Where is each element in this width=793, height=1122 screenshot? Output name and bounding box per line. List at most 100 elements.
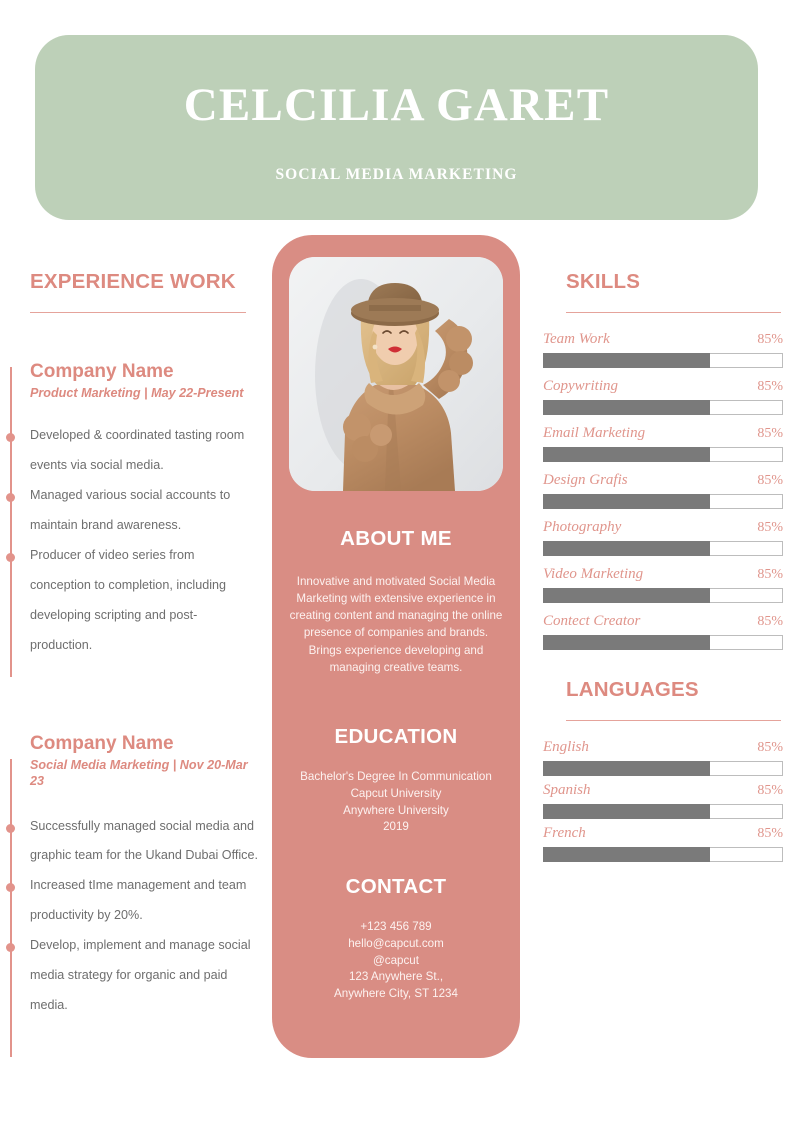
bullet-text: Develop, implement and manage social med… <box>30 938 251 1013</box>
skill-percent: 85% <box>757 567 783 582</box>
skill-progress-fill <box>543 494 710 509</box>
skills-list: Team Work 85% Copywriting 85% Email Mark… <box>543 331 793 650</box>
language-percent: 85% <box>757 783 783 798</box>
timeline-dot-icon <box>5 553 15 563</box>
contact-details: +123 456 789 hello@capcut.com @capcut 12… <box>272 919 520 1003</box>
language-row: Spanish 85% <box>543 782 793 819</box>
skill-row: Email Marketing 85% <box>543 425 793 462</box>
language-header: English 85% <box>543 739 783 756</box>
list-item: Successfully managed social media and gr… <box>5 812 258 872</box>
skill-progress-bar <box>543 353 783 368</box>
list-item: Producer of video series from conception… <box>5 541 258 661</box>
list-item: Increased tIme management and team produ… <box>5 871 258 931</box>
language-progress-bar <box>543 804 783 819</box>
contact-social-handle[interactable]: @capcut <box>373 953 419 967</box>
skill-progress-fill <box>543 588 710 603</box>
contact-email[interactable]: hello@capcut.com <box>348 936 444 950</box>
language-header: Spanish 85% <box>543 782 783 799</box>
bullet-text: Producer of video series from conception… <box>30 548 227 652</box>
avatar <box>289 257 503 491</box>
timeline-dot-icon <box>5 823 15 833</box>
company-role-dates: Product Marketing | May 22-Present <box>30 385 244 400</box>
skill-label: Team Work <box>543 331 610 347</box>
language-header: French 85% <box>543 825 783 842</box>
page-title: CELCILIA GARET <box>183 78 610 131</box>
experience-entry-header: Company Name Product Marketing | May 22-… <box>30 361 258 401</box>
skill-label: Video Marketing <box>543 566 644 582</box>
experience-bullets: Developed & coordinated tasting room eve… <box>5 421 258 661</box>
timeline-dot-icon <box>5 883 15 893</box>
timeline-line <box>10 758 12 1057</box>
skill-label: Email Marketing <box>543 425 646 441</box>
language-progress-fill <box>543 761 710 776</box>
experience-entry: Company Name Product Marketing | May 22-… <box>0 361 258 677</box>
skills-column: SKILLS Team Work 85% Copywriting 85% Ema… <box>543 270 793 868</box>
portrait-photo-icon <box>289 257 503 491</box>
skill-progress-fill <box>543 353 710 368</box>
skill-progress-bar <box>543 447 783 462</box>
education-title: EDUCATION <box>334 725 458 748</box>
experience-divider <box>30 312 246 313</box>
skill-row: Contect Creator 85% <box>543 613 793 650</box>
list-item: Developed & coordinated tasting room eve… <box>5 421 258 481</box>
skill-label: Design Grafis <box>543 472 628 488</box>
skill-header: Design Grafis 85% <box>543 472 783 489</box>
skill-progress-fill <box>543 541 710 556</box>
profile-card: ABOUT ME Innovative and motivated Social… <box>272 235 520 1058</box>
contact-title: CONTACT <box>345 875 447 898</box>
skill-label: Photography <box>543 519 622 535</box>
skill-progress-bar <box>543 541 783 556</box>
header-subtitle: SOCIAL MEDIA MARKETING <box>275 165 518 183</box>
skill-row: Copywriting 85% <box>543 378 793 415</box>
education-line: Anywhere University <box>343 803 449 817</box>
language-row: English 85% <box>543 739 793 776</box>
language-progress-bar <box>543 847 783 862</box>
contact-address-line-1: 123 Anywhere St., <box>348 970 444 984</box>
skill-header: Photography 85% <box>543 519 783 536</box>
language-percent: 85% <box>757 740 783 755</box>
languages-section-title: LANGUAGES <box>566 678 699 701</box>
skill-percent: 85% <box>757 379 783 394</box>
about-title: ABOUT ME <box>340 527 452 550</box>
bullet-text: Successfully managed social media and gr… <box>30 818 258 863</box>
language-label: English <box>543 739 589 755</box>
languages-list: English 85% Spanish 85% French 85% <box>543 739 793 862</box>
language-label: French <box>543 825 586 841</box>
about-text: Innovative and motivated Social Media Ma… <box>289 575 503 674</box>
skill-row: Design Grafis 85% <box>543 472 793 509</box>
bullet-text: Increased tIme management and team produ… <box>30 878 247 923</box>
skill-progress-fill <box>543 635 710 650</box>
skill-percent: 85% <box>757 332 783 347</box>
language-percent: 85% <box>757 826 783 841</box>
skill-progress-fill <box>543 400 710 415</box>
skill-row: Team Work 85% <box>543 331 793 368</box>
skill-percent: 85% <box>757 520 783 535</box>
education-line: Capcut University <box>350 786 442 800</box>
list-item: Develop, implement and manage social med… <box>5 931 258 1021</box>
timeline-dot-icon <box>5 433 15 443</box>
company-name: Company Name <box>30 732 174 754</box>
skill-header: Video Marketing 85% <box>543 566 783 583</box>
skill-row: Video Marketing 85% <box>543 566 793 603</box>
skill-percent: 85% <box>757 473 783 488</box>
experience-entry-header: Company Name Social Media Marketing | No… <box>30 733 258 790</box>
skills-divider <box>566 312 781 313</box>
education-line: 2019 <box>383 820 409 834</box>
about-section: ABOUT ME Innovative and motivated Social… <box>272 527 520 676</box>
bullet-text: Developed & coordinated tasting room eve… <box>30 428 245 473</box>
languages-section: LANGUAGES English 85% Spanish 85% French <box>543 678 793 862</box>
language-progress-fill <box>543 804 710 819</box>
contact-phone[interactable]: +123 456 789 <box>360 920 432 933</box>
header-banner: CELCILIA GARET SOCIAL MEDIA MARKETING <box>35 35 758 220</box>
contact-address-line-2: Anywhere City, ST 1234 <box>334 987 458 1001</box>
language-progress-bar <box>543 761 783 776</box>
skills-section-title: SKILLS <box>566 270 641 293</box>
skill-header: Copywriting 85% <box>543 378 783 395</box>
timeline-line <box>10 367 12 677</box>
skill-label: Contect Creator <box>543 613 641 629</box>
list-item: Managed various social accounts to maint… <box>5 481 258 541</box>
skill-percent: 85% <box>757 614 783 629</box>
languages-divider <box>566 720 781 721</box>
skill-progress-bar <box>543 635 783 650</box>
education-line: Bachelor's Degree In Communication <box>300 770 492 783</box>
